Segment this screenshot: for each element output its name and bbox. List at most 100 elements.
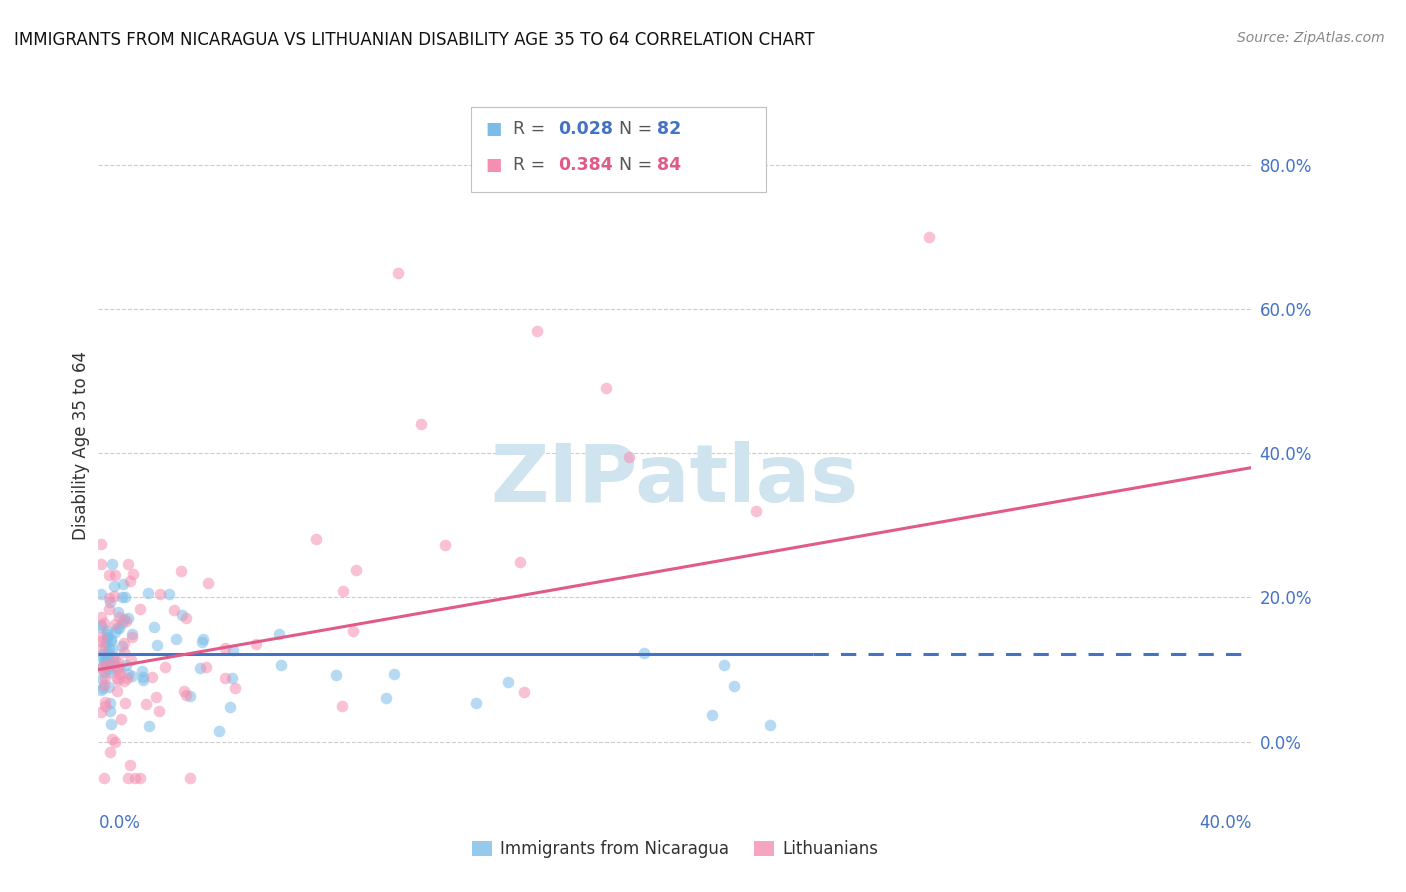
Point (93, 655, 115, 669)
Point (498, 674, 520, 689)
Point (270, 657, 292, 672)
Point (135, 697, 157, 711)
Point (98, 642, 121, 657)
Point (513, 685, 536, 699)
Point (100, 632, 122, 646)
Point (157, 587, 180, 601)
Point (104, 567, 127, 582)
Point (117, 667, 139, 681)
Point (96, 630, 118, 644)
Text: N =: N = (619, 156, 652, 174)
Point (700, 707, 723, 722)
Point (101, 641, 124, 656)
Point (131, 664, 153, 678)
Point (305, 532, 328, 546)
Point (375, 691, 398, 706)
Point (105, 622, 128, 636)
Point (342, 624, 364, 639)
Point (117, 557, 139, 571)
Text: 40.0%: 40.0% (1199, 814, 1251, 832)
Point (90, 587, 112, 601)
Point (509, 555, 531, 569)
Point (90, 610, 112, 624)
Point (120, 652, 142, 666)
Point (90, 633, 112, 648)
Point (103, 590, 125, 604)
Point (93, 665, 115, 679)
Point (138, 719, 160, 733)
Point (465, 696, 488, 710)
Point (111, 590, 134, 604)
Point (155, 660, 177, 674)
Point (108, 609, 131, 624)
Point (526, 324, 548, 338)
Point (107, 605, 129, 619)
Point (129, 602, 152, 616)
Point (224, 681, 246, 695)
Point (115, 657, 138, 672)
Point (245, 637, 267, 651)
Point (91, 641, 114, 656)
Legend: Immigrants from Nicaragua, Lithuanians: Immigrants from Nicaragua, Lithuanians (465, 833, 884, 864)
Point (91, 681, 114, 695)
Point (744, 504, 766, 518)
Text: 0.0%: 0.0% (98, 814, 141, 832)
Point (124, 771, 146, 785)
Point (332, 699, 354, 714)
Point (188, 661, 211, 675)
Text: R =: R = (513, 156, 546, 174)
Point (214, 641, 236, 656)
Point (97, 662, 120, 676)
Point (104, 616, 127, 631)
Point (118, 758, 141, 772)
Point (107, 673, 129, 688)
Point (917, 230, 939, 244)
Point (96, 635, 118, 649)
Point (98, 745, 121, 759)
Point (90, 631, 112, 645)
Point (713, 657, 735, 672)
Point (104, 624, 127, 639)
Point (90, 617, 112, 632)
Point (163, 603, 186, 617)
Point (174, 688, 197, 702)
Point (90, 648, 112, 663)
Point (101, 649, 124, 664)
Point (148, 704, 170, 718)
Text: R =: R = (513, 120, 546, 138)
Point (105, 672, 128, 686)
Point (98, 658, 121, 673)
Point (98, 567, 121, 582)
Point (90, 557, 112, 571)
Point (114, 696, 136, 710)
Point (108, 621, 131, 635)
Point (100, 633, 122, 648)
Point (91, 658, 114, 673)
Point (595, 381, 617, 395)
Point (723, 679, 745, 693)
Point (100, 717, 122, 731)
Point (170, 608, 193, 623)
Point (90, 661, 112, 675)
Point (108, 660, 131, 674)
Point (104, 734, 127, 748)
Point (96, 658, 118, 673)
Y-axis label: Disability Age 35 to 64: Disability Age 35 to 64 (72, 351, 90, 541)
Point (101, 655, 124, 669)
Point (100, 704, 122, 718)
Point (96, 624, 118, 639)
Point (117, 771, 139, 785)
Point (93, 616, 115, 631)
Point (114, 614, 136, 628)
Point (112, 636, 135, 650)
Point (117, 611, 139, 625)
Point (98, 665, 121, 680)
Point (112, 673, 135, 688)
Point (122, 566, 145, 581)
Point (94, 671, 117, 685)
Point (193, 632, 215, 647)
Point (221, 671, 243, 685)
Point (382, 667, 405, 681)
Point (98, 595, 121, 609)
Text: 0.384: 0.384 (558, 156, 613, 174)
